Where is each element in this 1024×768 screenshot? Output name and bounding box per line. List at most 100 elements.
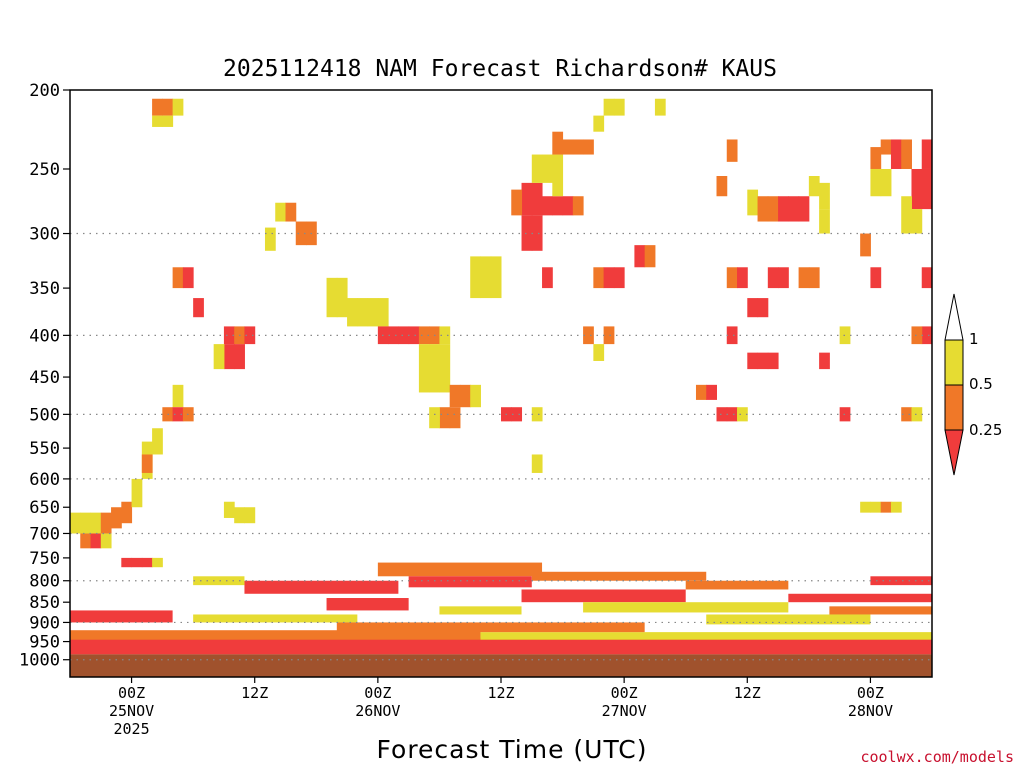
ri-band xyxy=(788,593,932,603)
x-tick-label: 25NOV xyxy=(109,702,154,720)
ri-cell xyxy=(70,512,81,534)
ri-cell xyxy=(778,196,789,222)
ri-cell xyxy=(880,168,892,197)
ri-cell xyxy=(542,196,553,216)
ri-cell xyxy=(490,256,502,299)
ri-cell xyxy=(182,267,194,289)
ri-cell xyxy=(562,139,574,155)
ri-cell xyxy=(911,407,923,422)
ri-band xyxy=(439,606,522,615)
ri-cell xyxy=(285,202,297,222)
ri-cell xyxy=(757,196,769,222)
ri-band xyxy=(377,562,543,577)
colorbar-over-arrow xyxy=(944,293,964,341)
y-tick-label: 800 xyxy=(29,572,60,592)
ri-cell xyxy=(244,507,256,524)
y-tick-label: 600 xyxy=(29,470,60,490)
ri-cell xyxy=(921,267,933,289)
ri-cell xyxy=(234,344,245,370)
ri-band xyxy=(326,598,409,611)
ri-cell xyxy=(367,298,379,327)
ri-cell xyxy=(839,407,851,422)
ri-cell xyxy=(583,139,594,155)
ri-cell xyxy=(131,478,143,508)
x-tick-label: 00Z xyxy=(118,684,145,702)
ri-cell xyxy=(234,507,245,524)
x-tick-label: 00Z xyxy=(364,684,391,702)
y-tick-label: 750 xyxy=(29,549,60,569)
ri-cell xyxy=(542,267,553,289)
ri-cell xyxy=(921,168,933,210)
ri-cell xyxy=(131,557,143,568)
ri-cell xyxy=(819,182,830,210)
x-tick-label: 28NOV xyxy=(848,702,893,720)
ri-cell xyxy=(808,176,820,197)
ri-cell xyxy=(695,384,707,400)
ri-cell xyxy=(911,209,923,234)
ri-cell xyxy=(901,407,912,422)
y-tick-label: 200 xyxy=(29,81,60,101)
ri-cell xyxy=(562,196,574,216)
ri-cell xyxy=(726,326,738,345)
ri-band xyxy=(244,580,399,594)
x-tick-label: 26NOV xyxy=(355,702,400,720)
ri-cell xyxy=(521,215,533,251)
ri-band xyxy=(70,610,173,623)
ri-cell xyxy=(901,196,912,234)
ri-cell xyxy=(921,326,933,345)
ri-cell xyxy=(511,407,523,422)
ri-cell xyxy=(223,344,235,370)
colorbar-bin xyxy=(944,339,964,386)
ri-cell xyxy=(613,98,625,116)
ri-cell xyxy=(388,326,399,345)
x-tick-label: 2025 xyxy=(114,720,150,738)
ri-cell xyxy=(911,326,923,345)
ri-cell xyxy=(111,507,122,529)
ri-band xyxy=(870,576,932,586)
ri-cell xyxy=(429,407,440,429)
ri-cell xyxy=(439,344,451,393)
colorbar-bin xyxy=(944,384,964,431)
ri-band xyxy=(531,571,707,581)
ri-band xyxy=(706,614,871,625)
ri-cell xyxy=(706,384,717,400)
ri-cell xyxy=(716,176,728,197)
ri-band xyxy=(336,622,645,633)
ri-cell xyxy=(531,407,543,422)
ri-cell xyxy=(593,115,605,132)
ri-cell xyxy=(172,407,184,422)
y-tick-label: 900 xyxy=(29,613,60,633)
ri-cell xyxy=(244,326,256,345)
ri-cell xyxy=(531,215,543,251)
ri-cell xyxy=(470,256,481,299)
ri-cell xyxy=(552,131,564,155)
ri-cell xyxy=(470,384,481,408)
ri-cell xyxy=(767,352,779,370)
colorbar: 1 0.5 0.25 xyxy=(944,293,1002,476)
chart-title: 2025112418 NAM Forecast Richardson# KAUS xyxy=(223,56,777,82)
ri-cell xyxy=(603,267,615,289)
ri-cell xyxy=(747,352,759,370)
ri-cell xyxy=(439,326,451,345)
ri-cell xyxy=(347,298,358,327)
x-tick-label: 27NOV xyxy=(602,702,647,720)
ri-cell xyxy=(80,512,92,534)
low-level-bands xyxy=(70,562,932,655)
ri-cell xyxy=(152,428,163,455)
y-tick-label: 700 xyxy=(29,524,60,544)
ri-cell xyxy=(767,196,779,222)
ri-cell xyxy=(870,147,882,169)
colorbar-label: 0.5 xyxy=(969,375,993,393)
ri-cell xyxy=(90,533,102,549)
ri-cell xyxy=(121,557,133,568)
ri-cell xyxy=(603,326,615,345)
ri-cell xyxy=(839,326,851,345)
ri-cell xyxy=(152,98,163,116)
ri-band xyxy=(829,606,932,615)
ri-cell xyxy=(788,196,800,222)
y-tick-label: 950 xyxy=(29,633,60,653)
ri-cell xyxy=(870,501,882,513)
ri-cell xyxy=(193,298,204,318)
ri-cell xyxy=(531,454,543,473)
